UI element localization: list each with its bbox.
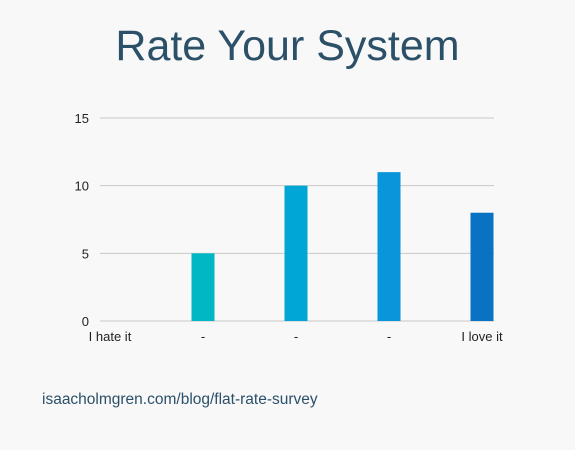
y-tick-label: 5 xyxy=(82,246,89,261)
bar-4 xyxy=(470,212,494,321)
bar-2 xyxy=(284,185,308,321)
bar-1 xyxy=(191,253,215,321)
axis-labels: 0 5 10 15 I hate it - - - I love it xyxy=(75,111,503,344)
bars xyxy=(191,172,494,321)
y-tick-label: 15 xyxy=(75,111,89,126)
y-tick-label: 10 xyxy=(75,179,89,194)
x-tick-label: - xyxy=(294,329,298,344)
x-tick-label: - xyxy=(201,329,205,344)
bar-3 xyxy=(377,172,401,321)
x-tick-label: - xyxy=(387,329,391,344)
x-tick-label: I hate it xyxy=(89,329,132,344)
x-tick-label: I love it xyxy=(461,329,503,344)
footer-link[interactable]: isaacholmgren.com/blog/flat-rate-survey xyxy=(42,391,318,408)
y-tick-label: 0 xyxy=(82,314,89,329)
page-title: Rate Your System xyxy=(115,22,460,70)
